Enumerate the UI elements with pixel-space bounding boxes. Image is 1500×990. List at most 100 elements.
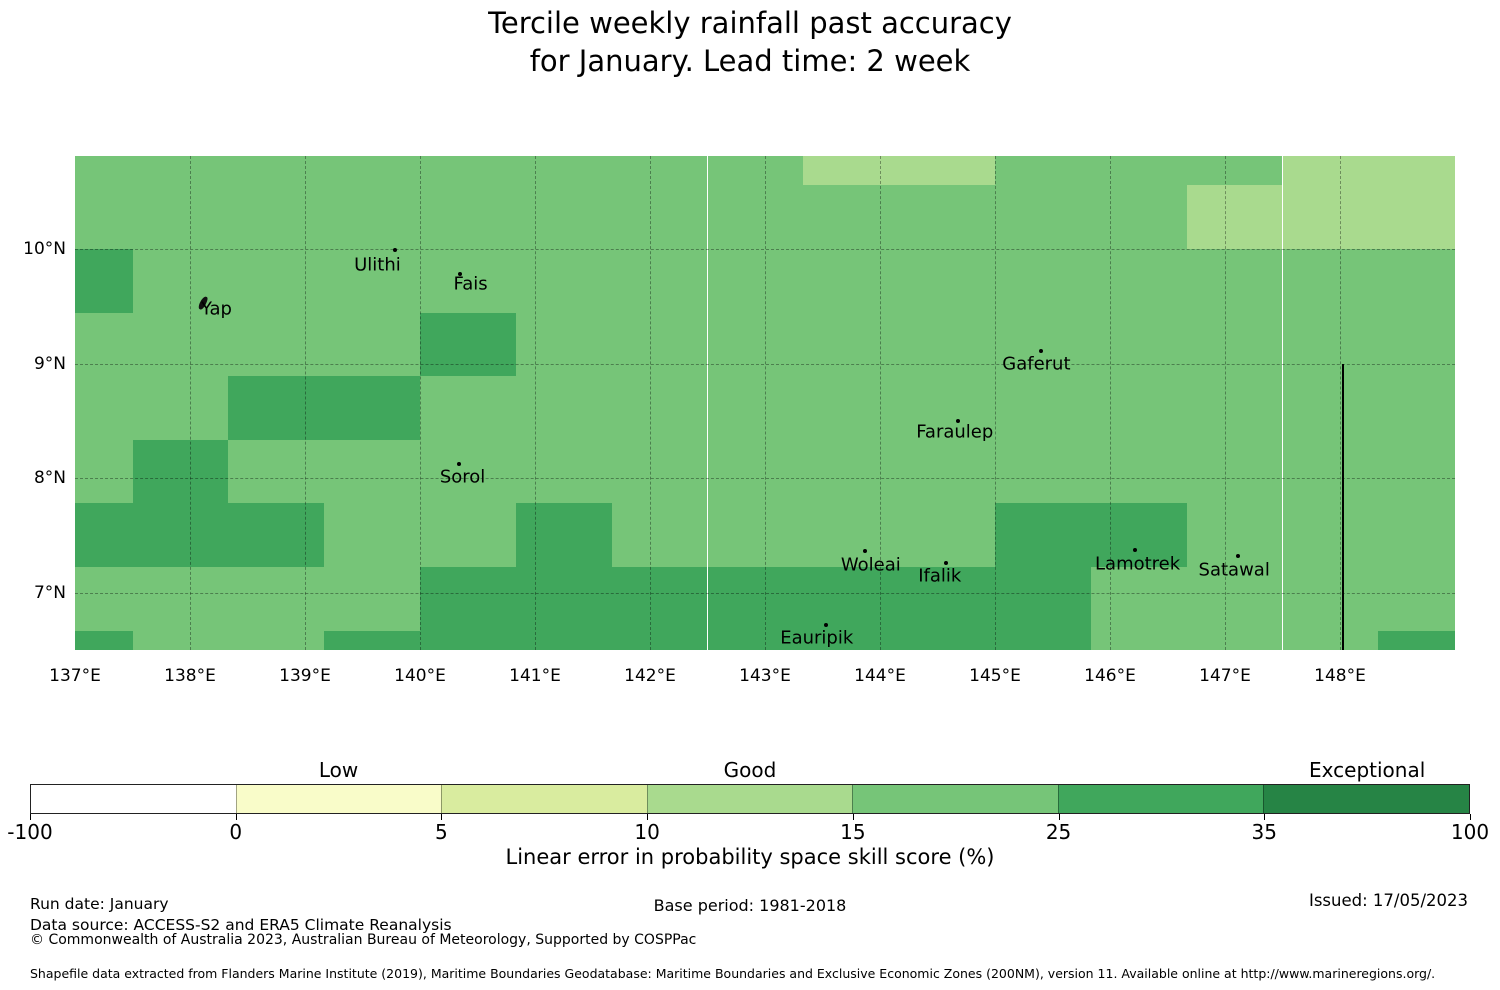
island-marker-faraulep (956, 418, 961, 423)
map-cell (75, 312, 133, 377)
map-cell (1090, 376, 1187, 440)
longitude-grid-line (1225, 156, 1226, 650)
longitude-grid-line (1110, 156, 1111, 650)
map-cell (1186, 376, 1283, 440)
longitude-grid-line (1340, 156, 1341, 650)
map-cell (1186, 185, 1283, 249)
island-marker-woleai (863, 549, 868, 554)
map-cell (899, 503, 995, 568)
chart-title-line1: Tercile weekly rainfall past accuracy (488, 6, 1012, 40)
map-cell (1090, 630, 1187, 650)
colorbar-tick-label: 25 (1045, 820, 1072, 844)
longitude-grid-line (995, 156, 996, 650)
map-cell (707, 503, 804, 568)
map-cell (611, 185, 708, 249)
latitude-grid-line (75, 249, 1455, 250)
island-label-eauripik: Eauripik (780, 627, 854, 649)
footer-base-period: Base period: 1981-2018 (653, 896, 847, 915)
island-marker-sorol (457, 462, 462, 467)
map-cell (803, 503, 900, 568)
map-cell (1186, 156, 1283, 186)
map-cell (75, 156, 133, 186)
map-cell (803, 630, 900, 650)
map-cell (995, 503, 1091, 568)
x-tick-label: 141°E (509, 665, 561, 686)
island-marker-lamotrek (1133, 548, 1138, 553)
colorbar-segment (1057, 785, 1264, 813)
map-cell (228, 249, 325, 313)
map-cell (707, 249, 804, 313)
map-cell (1090, 185, 1187, 249)
map-cell (707, 156, 804, 186)
map-cell (515, 376, 612, 440)
map-cell (324, 185, 420, 249)
colorbar-tick-mark (30, 814, 31, 820)
footer-issued-date: Issued: 17/05/2023 (1308, 891, 1468, 910)
colorbar-segment (646, 785, 853, 813)
island-marker-fais (458, 272, 463, 277)
colorbar-category-label-exceptional: Exceptional (1309, 758, 1426, 782)
x-tick-label: 145°E (969, 665, 1021, 686)
map-cell (803, 376, 900, 440)
colorbar-axis-label: Linear error in probability space skill … (505, 845, 995, 869)
map-cell (132, 376, 229, 440)
map-cell (1378, 312, 1455, 377)
map-cell (420, 503, 516, 568)
map-cell (1186, 630, 1283, 650)
map-cell (995, 185, 1091, 249)
map-cell (420, 249, 516, 313)
island-marker-satawal (1235, 553, 1240, 558)
map-cell (1090, 503, 1187, 568)
map-cell (1282, 630, 1379, 650)
map-cell (132, 185, 229, 249)
map-cell (75, 185, 133, 249)
map-cell (515, 156, 612, 186)
map-cell (803, 439, 900, 504)
colorbar-tick-mark (852, 814, 854, 820)
island-label-ifalik: Ifalik (918, 565, 962, 587)
map-cell (515, 630, 612, 650)
colorbar-tick-label: 15 (840, 820, 866, 844)
map-cell (1378, 567, 1455, 631)
map-cell (515, 312, 612, 377)
map-cell (324, 376, 420, 440)
map-cell (1282, 185, 1379, 249)
map-cell (515, 567, 612, 631)
map-cell (1378, 185, 1455, 249)
island-label-satawal: Satawal (1198, 559, 1270, 581)
map-cell (132, 312, 229, 377)
map-cell (995, 312, 1091, 377)
colorbar-segment (235, 785, 442, 813)
island-label-lamotrek: Lamotrek (1095, 553, 1181, 575)
map-cell (75, 503, 133, 568)
map-cell (132, 503, 229, 568)
colorbar-tick-mark (1058, 814, 1060, 820)
eez-boundary-line (1342, 363, 1345, 650)
map-cell (1090, 249, 1187, 313)
map-cell (1186, 439, 1283, 504)
chart-title-line2: for January. Lead time: 2 week (529, 44, 971, 78)
colorbar-segment (1263, 785, 1470, 813)
x-tick-label: 142°E (624, 665, 676, 686)
map-cell (1378, 376, 1455, 440)
map-cell (1186, 312, 1283, 377)
island-label-faraulep: Faraulep (916, 421, 994, 443)
longitude-grid-line (765, 156, 766, 650)
longitude-grid-line (190, 156, 191, 650)
map-cell (899, 567, 995, 631)
map-cell (1282, 503, 1379, 568)
x-tick-label: 140°E (394, 665, 446, 686)
island-marker-eauripik (823, 622, 828, 627)
x-tick-label: 144°E (854, 665, 906, 686)
map-cell (420, 156, 516, 186)
map-cell (803, 312, 900, 377)
map-cell (1090, 567, 1187, 631)
island-marker-gaferut (1039, 348, 1043, 353)
map-cell (75, 567, 133, 631)
x-tick-label: 137°E (49, 665, 101, 686)
y-tick-label: 7°N (33, 582, 66, 603)
colorbar-tick-label: 5 (435, 820, 448, 844)
map-cell (1090, 312, 1187, 377)
map-cell (1186, 249, 1283, 313)
